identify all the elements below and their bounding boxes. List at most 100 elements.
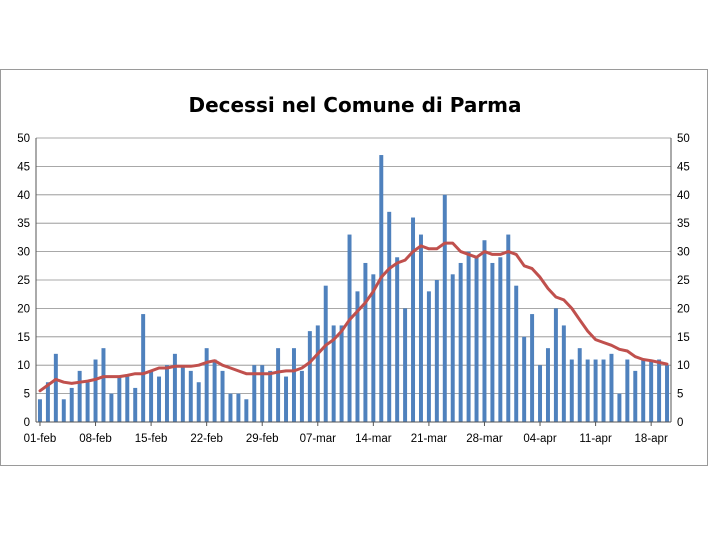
- bar: [553, 308, 558, 422]
- bar: [633, 370, 638, 422]
- bar: [323, 285, 328, 422]
- bar: [236, 393, 241, 422]
- y-tick-label-right: 35: [677, 218, 690, 230]
- bar: [530, 314, 535, 422]
- x-tick-label: 28-mar: [466, 433, 503, 445]
- bar: [117, 376, 122, 422]
- y-tick-label-left: 45: [17, 161, 30, 173]
- bar: [307, 331, 312, 422]
- bar: [641, 359, 646, 422]
- bar: [212, 359, 217, 422]
- bar: [593, 359, 598, 422]
- bar: [506, 234, 511, 422]
- bar: [466, 251, 471, 422]
- bar: [395, 257, 400, 422]
- bar: [403, 308, 408, 422]
- bar: [363, 262, 368, 422]
- bar: [458, 262, 463, 422]
- bar: [77, 370, 82, 422]
- y-tick-label-left: 5: [24, 389, 30, 401]
- bar: [61, 399, 66, 422]
- bar: [37, 399, 42, 422]
- y-tick-label-right: 40: [677, 190, 690, 202]
- trend-line: [38, 241, 669, 393]
- bar: [331, 325, 336, 422]
- bar: [196, 382, 201, 422]
- x-tick-label: 04-apr: [523, 433, 556, 445]
- y-tick-label-left: 40: [17, 190, 30, 202]
- bar: [180, 365, 185, 422]
- bar: [569, 359, 574, 422]
- bar: [133, 387, 138, 422]
- bar: [426, 291, 431, 422]
- x-tick-label: 15-feb: [135, 433, 168, 445]
- bar: [617, 393, 622, 422]
- x-tick-label: 08-feb: [79, 433, 112, 445]
- y-tick-label-right: 50: [677, 133, 690, 145]
- bar: [490, 262, 495, 422]
- y-tick-label-left: 0: [24, 417, 30, 429]
- x-tick-label: 29-feb: [246, 433, 279, 445]
- bar: [649, 359, 654, 422]
- y-tick-label-right: 5: [677, 389, 683, 401]
- bar: [538, 365, 543, 422]
- bar: [299, 370, 304, 422]
- bar-series: [37, 155, 670, 423]
- axes: [35, 138, 672, 426]
- bar: [109, 393, 114, 422]
- y-tick-label-right: 10: [677, 360, 690, 372]
- bar: [45, 382, 50, 422]
- chart-title: Decessi nel Comune di Parma: [188, 93, 522, 117]
- bar: [442, 194, 447, 422]
- bar: [482, 240, 487, 422]
- bar: [585, 359, 590, 422]
- bar: [601, 359, 606, 422]
- bar: [172, 353, 177, 422]
- y-tick-label-right: 25: [677, 275, 690, 287]
- x-tick-label: 11-apr: [579, 433, 612, 445]
- bar: [522, 336, 527, 422]
- bar: [434, 280, 439, 422]
- bar: [379, 155, 384, 423]
- bar: [228, 393, 233, 422]
- y-tick-label-right: 20: [677, 303, 690, 315]
- x-tick-label: 21-mar: [411, 433, 448, 445]
- bar: [220, 370, 225, 422]
- y-tick-label-left: 15: [17, 332, 30, 344]
- bar: [514, 285, 519, 422]
- bar: [665, 365, 670, 422]
- bar: [93, 359, 98, 422]
- bar: [268, 370, 273, 422]
- bar: [157, 376, 162, 422]
- y-tick-label-left: 10: [17, 360, 30, 372]
- bar: [85, 382, 90, 422]
- x-tick-label: 14-mar: [355, 433, 392, 445]
- bar: [387, 211, 392, 422]
- bar: [609, 353, 614, 422]
- bar: [188, 370, 193, 422]
- bar: [347, 234, 352, 422]
- bar: [53, 353, 58, 422]
- bar: [125, 376, 130, 422]
- bar: [141, 314, 146, 422]
- bar: [339, 325, 344, 422]
- bar: [561, 325, 566, 422]
- bar: [149, 370, 154, 422]
- bar: [355, 291, 360, 422]
- bar: [244, 399, 249, 422]
- bar: [545, 348, 550, 422]
- bar: [657, 359, 662, 422]
- bar: [418, 234, 423, 422]
- y-tick-label-left: 20: [17, 303, 30, 315]
- y-tick-label-left: 25: [17, 275, 30, 287]
- x-tick-label: 18-apr: [635, 433, 668, 445]
- y-tick-label-left: 50: [17, 133, 30, 145]
- bar: [69, 387, 74, 422]
- bar: [577, 348, 582, 422]
- bar: [315, 325, 320, 422]
- bar: [204, 348, 209, 422]
- bar: [625, 359, 630, 422]
- x-tick-label: 07-mar: [300, 433, 337, 445]
- bar: [474, 257, 479, 422]
